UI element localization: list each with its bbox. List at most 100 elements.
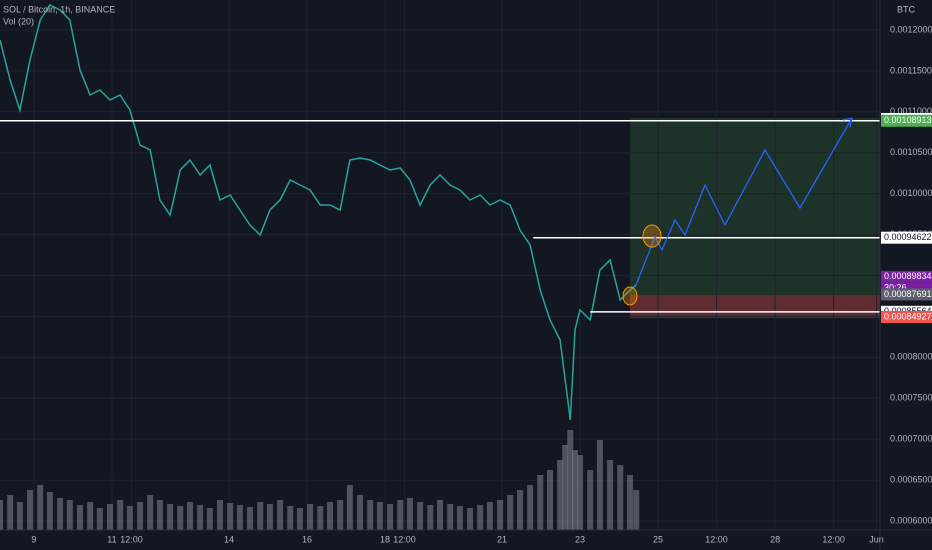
volume-bar xyxy=(317,506,324,530)
volume-bar xyxy=(633,490,640,530)
volume-bar xyxy=(0,500,3,530)
volume-bar xyxy=(387,504,394,530)
volume-bar xyxy=(27,490,34,530)
volume-bar xyxy=(66,500,73,530)
currency: BTC xyxy=(897,4,916,14)
projection-arrow xyxy=(842,117,853,128)
volume-bar xyxy=(456,506,463,530)
price-tag xyxy=(881,231,932,244)
volume-bar xyxy=(617,465,624,530)
volume-bar xyxy=(626,475,633,530)
volume-bar xyxy=(571,450,578,530)
volume-bar xyxy=(87,502,94,530)
volume-bar xyxy=(367,500,374,530)
price-tag xyxy=(881,114,932,127)
volume-bar xyxy=(7,495,14,530)
x-tick-label: Jun xyxy=(869,534,884,544)
volume-bar xyxy=(206,508,213,530)
volume-bar xyxy=(346,485,353,530)
volume-bar xyxy=(527,485,534,530)
volume-bar xyxy=(427,505,434,530)
volume-bar xyxy=(117,500,124,530)
volume-bar xyxy=(567,430,574,530)
volume-bar xyxy=(287,506,294,530)
stop-zone xyxy=(630,295,880,318)
volume-label: Vol (20) xyxy=(3,16,34,26)
price-tag-label: 0.00089834 xyxy=(884,271,932,281)
volume-bar xyxy=(447,504,454,530)
y-tick-label: 0.00060000 xyxy=(890,515,932,525)
volume-bar xyxy=(587,470,594,530)
volume-bar xyxy=(516,490,523,530)
price-tag-label: 0.00108913 xyxy=(884,115,932,125)
x-tick-label: 9 xyxy=(31,534,36,544)
volume-bar xyxy=(46,492,53,530)
volume-bar xyxy=(467,508,474,530)
volume-bar xyxy=(537,475,544,530)
volume-bar xyxy=(486,502,493,530)
volume-bar xyxy=(186,502,193,530)
volume-bar xyxy=(96,508,103,530)
target-zone xyxy=(630,118,880,295)
volume-bar xyxy=(607,460,614,530)
x-tick-label: 18 xyxy=(380,534,390,544)
price-tag-label: 0.00094622 xyxy=(884,232,932,242)
volume-bar xyxy=(376,502,383,530)
volume-bar xyxy=(247,507,254,530)
volume-bar xyxy=(477,505,484,530)
volume-bar xyxy=(257,502,264,530)
volume-bar xyxy=(236,505,243,530)
x-tick-label: 14 xyxy=(224,534,234,544)
volume-bar xyxy=(217,500,223,530)
volume-bar xyxy=(16,502,23,530)
volume-bar xyxy=(497,500,504,530)
volume-bar xyxy=(547,470,553,530)
x-tick-label: 21 xyxy=(497,534,507,544)
volume-bar xyxy=(557,460,564,530)
volume-bar xyxy=(137,502,144,530)
volume-bar xyxy=(147,495,154,530)
volume-bar xyxy=(156,500,163,530)
volume-bar xyxy=(327,502,333,530)
x-tick-label: 12:00 xyxy=(705,534,728,544)
x-tick-label: 12:00 xyxy=(822,534,845,544)
volume-bar xyxy=(307,504,314,530)
volume-bar xyxy=(562,445,569,530)
volume-bar xyxy=(57,498,64,530)
chart-title: SOL / Bitcoin, 1h, BINANCE xyxy=(3,4,115,14)
volume-bar xyxy=(177,506,184,530)
volume-bar xyxy=(37,485,44,530)
volume-bar xyxy=(277,500,284,530)
volume-bar xyxy=(417,502,424,530)
x-tick-label: 16 xyxy=(302,534,312,544)
volume-bar xyxy=(296,508,303,530)
countdown-tag xyxy=(881,282,932,294)
volume-bar xyxy=(337,500,344,530)
price-line xyxy=(0,4,637,420)
x-tick-label: 11 xyxy=(107,534,116,544)
volume-bar xyxy=(266,504,273,530)
x-tick-label: 28 xyxy=(770,534,780,544)
volume-bar xyxy=(437,500,443,530)
x-tick-label: 23 xyxy=(575,534,585,544)
highlight-circle xyxy=(642,224,662,248)
volume-bar xyxy=(397,500,404,530)
volume-bar xyxy=(227,503,234,530)
volume-bar xyxy=(76,505,83,530)
x-tick-label: 25 xyxy=(653,534,663,544)
countdown: 30:26 xyxy=(884,283,907,293)
volume-bar xyxy=(596,440,603,530)
volume-bar xyxy=(197,505,204,530)
price-tag xyxy=(881,270,932,283)
price-tag-label: 0.00087691 xyxy=(884,289,932,299)
